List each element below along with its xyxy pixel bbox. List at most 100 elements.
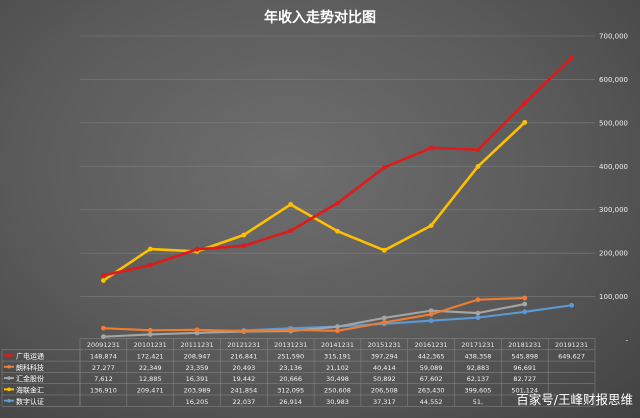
data-point (381, 315, 387, 321)
data-label: 92,883 (467, 364, 490, 372)
data-label: 96,691 (513, 364, 536, 372)
data-point (241, 232, 247, 238)
data-point (101, 325, 106, 331)
data-label: 23,136 (279, 364, 302, 372)
data-label: 312,095 (277, 387, 304, 395)
category-label: 20111231 (180, 341, 213, 349)
data-label: 12,885 (139, 375, 162, 383)
data-point (569, 302, 574, 308)
data-point (194, 327, 200, 333)
data-label: 50,892 (373, 375, 396, 383)
data-label: 442,365 (418, 353, 445, 361)
category-label: 20171231 (461, 341, 494, 349)
legend-marker (7, 364, 11, 369)
series-lines (101, 55, 574, 340)
series-name: 广电运通 (16, 352, 44, 361)
series-name: 海联金汇 (16, 386, 44, 395)
series-1 (101, 295, 528, 334)
data-point (475, 310, 481, 316)
data-point (475, 297, 481, 303)
data-label: 545,898 (511, 353, 538, 361)
data-point (381, 320, 387, 325)
series-2 (101, 301, 528, 340)
data-label: 59,089 (420, 364, 443, 372)
category-label: 20121231 (227, 341, 260, 349)
category-label: 20141231 (321, 341, 354, 349)
data-label: 37,317 (373, 398, 396, 406)
data-point (335, 328, 340, 334)
data-label: 30,498 (326, 375, 349, 383)
data-label: 51, (473, 398, 483, 406)
data-label: 250,608 (324, 387, 351, 395)
data-label: 203,989 (184, 387, 211, 395)
legend-marker (7, 398, 11, 403)
data-label: 148,874 (90, 353, 117, 361)
series-name: 数字认证 (16, 397, 44, 406)
data-label: 209,471 (137, 387, 164, 395)
data-point (101, 278, 106, 283)
data-label: 16,205 (186, 398, 209, 406)
data-label: 62,137 (467, 375, 490, 383)
legend-marker (7, 376, 11, 380)
data-point (522, 295, 528, 301)
data-point (288, 202, 294, 207)
data-label: 16,391 (186, 375, 209, 383)
data-label: 438,358 (465, 353, 492, 361)
data-label: 21,102 (326, 364, 349, 372)
series-line (102, 303, 526, 338)
y-tick-label: 400,000 (599, 163, 628, 171)
series-line (102, 121, 527, 282)
y-tick-label: 500,000 (599, 119, 628, 127)
data-label: 136,910 (90, 387, 117, 395)
data-point (381, 247, 387, 253)
y-tick-label: - (625, 337, 628, 345)
legend-marker (7, 387, 11, 392)
data-label: 22,349 (139, 364, 162, 372)
data-label: 263,430 (418, 387, 445, 395)
data-point (428, 318, 434, 324)
series-name: 汇金股份 (16, 374, 44, 383)
data-point (475, 315, 481, 321)
data-point (522, 119, 528, 125)
data-label: 399,605 (465, 387, 492, 395)
data-point (241, 328, 247, 334)
series-name: 朗科科技 (16, 363, 44, 372)
data-point (147, 246, 153, 252)
data-point (381, 165, 387, 170)
grid-lines (80, 35, 595, 297)
data-point (147, 327, 153, 333)
y-axis-labels: - 100,000 200,000 300,000 400,000 500,000 600,… (599, 33, 628, 345)
data-table: 20091231 20101231 20111231 20121231 20131231… (1, 338, 596, 407)
series-line (102, 296, 526, 333)
data-label: 67,602 (420, 375, 443, 383)
y-tick-label: 200,000 (599, 250, 628, 258)
data-label: 208,947 (184, 353, 211, 361)
y-tick-label: 700,000 (599, 33, 628, 41)
y-tick-label: 300,000 (599, 206, 628, 214)
data-point (288, 228, 294, 234)
data-label: 20,666 (279, 375, 302, 383)
data-label: 19,442 (232, 375, 255, 383)
chart-title: 年收入走势对比图 (264, 9, 376, 26)
data-point (335, 200, 340, 206)
category-label: 20161231 (415, 341, 448, 349)
category-label: 20151231 (368, 341, 401, 349)
data-label: 172,421 (137, 353, 164, 361)
data-point (101, 272, 106, 278)
category-label: 20131231 (274, 341, 307, 349)
data-point (194, 246, 200, 252)
category-label: 20191231 (555, 341, 588, 349)
data-label: 44,552 (420, 398, 443, 406)
data-label: 23,359 (186, 364, 209, 372)
data-point (101, 334, 106, 340)
data-point (241, 243, 247, 249)
data-point (522, 309, 528, 315)
data-point (335, 228, 340, 234)
data-label: 7,612 (94, 375, 113, 383)
data-label: 27,277 (92, 364, 115, 372)
category-label: 20091231 (87, 341, 120, 349)
data-label: 30,983 (326, 398, 349, 406)
data-point (569, 55, 574, 61)
